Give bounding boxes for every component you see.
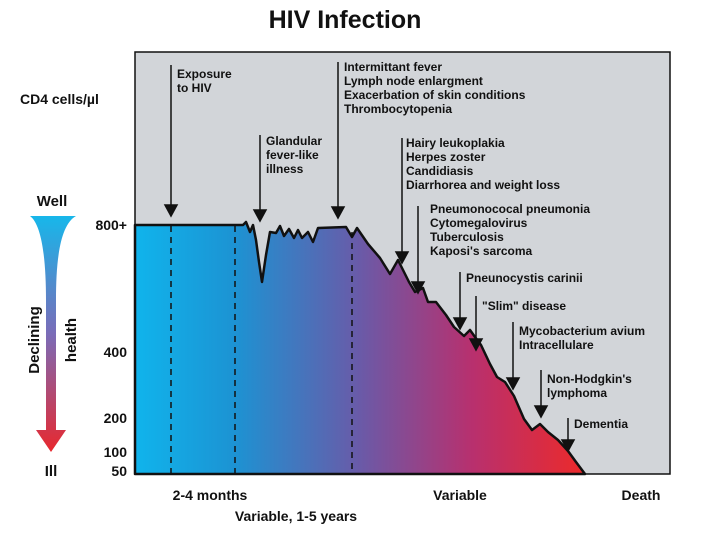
y-tick-label: 100 xyxy=(104,444,128,460)
health-scale-arrow xyxy=(30,216,76,452)
ill-label: Ill xyxy=(45,463,58,480)
annotation-lymphoma: Non-Hodgkin's lymphoma xyxy=(547,372,635,400)
y-tick-label: 400 xyxy=(104,344,128,360)
well-label: Well xyxy=(37,193,68,210)
declining-label: Declining xyxy=(26,306,43,374)
annotation-arrows xyxy=(163,62,576,453)
cd4-count-area xyxy=(133,220,587,476)
y-axis-unit-label: CD4 cells/µl xyxy=(20,91,99,107)
annotation-intermittent-fever: Intermittant fever Lymph node enlargment… xyxy=(344,60,529,116)
annotation-pneumocystis: Pneunocystis carinii xyxy=(466,271,583,285)
annotation-dementia: Dementia xyxy=(574,417,628,431)
x-label-1-5-years: Variable, 1-5 years xyxy=(235,508,357,524)
health-label: health xyxy=(63,318,80,362)
y-tick-label: 800+ xyxy=(95,217,127,233)
y-tick-label: 200 xyxy=(104,410,128,426)
annotation-exposure: Exposure to HIV xyxy=(177,67,235,95)
x-label-death: Death xyxy=(622,487,661,503)
annotation-hairy-leukoplakia: Hairy leukoplakia Herpes zoster Candidia… xyxy=(406,136,560,192)
annotation-pneumonia: Pneumonococal pneumonia Cytomegalovirus … xyxy=(430,202,593,258)
x-label-2-4-months: 2-4 months xyxy=(173,487,248,503)
annotation-slim-disease: "Slim" disease xyxy=(482,299,566,313)
y-tick-label: 50 xyxy=(111,463,127,479)
annotation-glandular-fever: Glandular fever-like illness xyxy=(266,134,325,176)
annotation-mycobacterium: Mycobacterium avium Intracellulare xyxy=(519,324,648,352)
diagram-title: HIV Infection xyxy=(269,6,422,34)
x-label-variable: Variable xyxy=(433,487,487,503)
